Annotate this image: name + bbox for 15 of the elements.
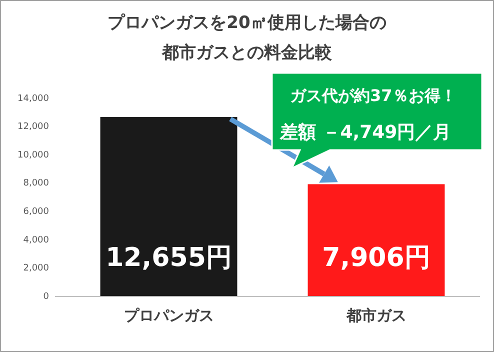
x-tick-label: 都市ガス: [345, 306, 406, 325]
chart-title: プロパンガスを20㎥使用した場合の都市ガスとの料金比較: [108, 13, 386, 63]
y-tick-label: 8,000: [23, 178, 50, 189]
y-tick-label: 2,000: [23, 264, 50, 274]
y-tick-label: 6,000: [23, 207, 50, 218]
y-tick-label: 14,000: [18, 94, 50, 104]
y-tick-label: 4,000: [23, 235, 50, 246]
data-label: 7,906円: [322, 243, 430, 273]
y-tick-label: 0: [43, 292, 50, 302]
data-label: 12,655円: [106, 243, 232, 273]
annotation: ガス代が約37％お得！: [290, 86, 456, 105]
x-tick-label: プロパンガス: [124, 306, 214, 325]
y-tick-label: 12,000: [18, 122, 50, 132]
y-tick-label: 10,000: [18, 150, 50, 160]
annotation: 差額 －4,749円／月: [279, 122, 452, 143]
